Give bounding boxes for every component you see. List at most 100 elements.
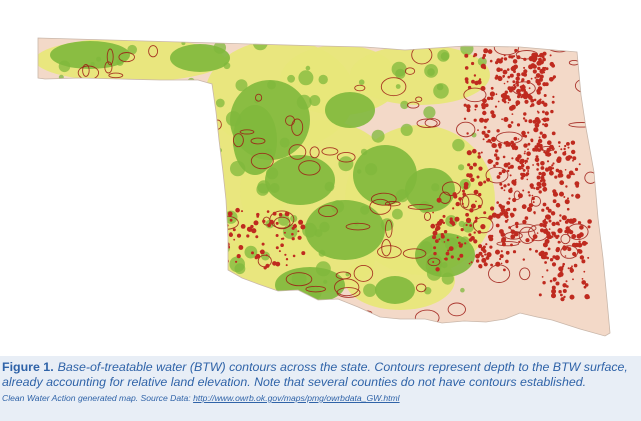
red-speck: [576, 194, 580, 197]
red-speck: [503, 213, 507, 217]
contour-ring: [298, 160, 321, 176]
contour-ring: [89, 276, 102, 287]
green-speck: [76, 144, 83, 151]
contour-ring: [63, 249, 79, 265]
red-speck: [473, 189, 479, 195]
red-speck: [507, 101, 510, 104]
red-speck: [554, 150, 557, 154]
red-speck: [543, 94, 547, 97]
contour-ring: [291, 118, 304, 136]
red-speck: [495, 161, 499, 166]
red-speck: [503, 57, 508, 61]
red-speck: [462, 192, 467, 197]
red-speck: [297, 230, 300, 233]
contour-ring: [253, 298, 277, 304]
red-speck: [568, 218, 574, 224]
red-speck: [562, 283, 567, 288]
red-speck: [435, 239, 439, 244]
green-speck: [71, 102, 87, 118]
red-speck: [464, 77, 469, 82]
green-speck: [193, 142, 204, 153]
red-speck: [548, 219, 552, 223]
red-speck: [526, 80, 531, 84]
green-speck: [460, 287, 465, 293]
red-speck: [533, 98, 537, 102]
red-speck: [469, 208, 474, 213]
red-speck: [552, 95, 555, 98]
red-speck: [459, 253, 464, 258]
red-speck: [517, 95, 521, 99]
red-speck: [474, 216, 478, 220]
red-speck: [550, 211, 556, 216]
red-speck: [551, 131, 556, 136]
red-speck: [511, 113, 514, 115]
red-speck: [568, 170, 574, 176]
red-speck: [235, 207, 240, 213]
red-speck: [490, 263, 493, 267]
red-speck: [551, 63, 555, 68]
red-speck: [481, 130, 486, 135]
green-speck: [41, 277, 49, 286]
red-speck: [510, 121, 514, 124]
red-speck: [254, 255, 258, 260]
green-speck: [47, 104, 53, 110]
contour-ring: [108, 72, 124, 79]
red-speck: [521, 130, 526, 136]
red-speck: [495, 74, 499, 78]
red-speck: [468, 173, 473, 178]
red-speck: [532, 234, 538, 240]
red-speck: [294, 223, 296, 226]
red-speck: [567, 267, 570, 270]
red-speck: [511, 157, 514, 160]
red-speck: [533, 211, 536, 214]
red-speck: [542, 228, 549, 234]
green-speck: [96, 56, 102, 62]
red-speck: [581, 259, 586, 264]
red-speck: [521, 167, 524, 170]
red-speck: [566, 207, 570, 211]
red-speck: [547, 208, 552, 213]
red-speck: [450, 255, 454, 259]
red-speck: [298, 219, 304, 225]
contour-ring: [167, 281, 192, 292]
red-speck: [536, 119, 541, 124]
green-speck: [90, 62, 95, 67]
contour-ring: [285, 272, 313, 287]
contour-ring: [345, 222, 371, 231]
red-speck: [572, 251, 577, 257]
red-speck: [532, 201, 535, 204]
green-speck: [447, 39, 454, 46]
red-speck: [455, 201, 460, 207]
green-speck: [256, 183, 270, 196]
red-speck: [542, 123, 545, 126]
contour-ring: [85, 154, 95, 164]
red-speck: [478, 244, 483, 249]
red-speck: [511, 66, 517, 72]
red-speck: [480, 151, 483, 154]
green-speck: [188, 207, 204, 223]
red-speck: [552, 162, 555, 165]
red-speck: [499, 257, 502, 261]
red-speck: [265, 263, 270, 268]
green-speck: [441, 272, 454, 285]
contour-ring: [104, 61, 113, 74]
green-speck: [400, 100, 409, 110]
red-speck: [541, 55, 545, 59]
green-speck: [183, 231, 197, 244]
contour-ring: [100, 95, 116, 104]
green-speck: [437, 49, 450, 62]
source-link[interactable]: http://www.owrb.ok.gov/maps/pmg/owrbdata…: [193, 393, 400, 403]
red-speck: [541, 276, 544, 278]
red-speck: [548, 228, 551, 231]
red-speck: [538, 190, 542, 194]
red-speck: [509, 174, 512, 177]
red-speck: [507, 123, 512, 129]
red-speck: [501, 242, 506, 247]
red-speck: [433, 251, 437, 256]
green-speck: [107, 277, 118, 288]
red-speck: [547, 166, 553, 171]
red-speck: [557, 173, 562, 178]
red-speck: [482, 138, 485, 141]
red-speck: [544, 221, 548, 225]
green-speck: [223, 62, 231, 70]
